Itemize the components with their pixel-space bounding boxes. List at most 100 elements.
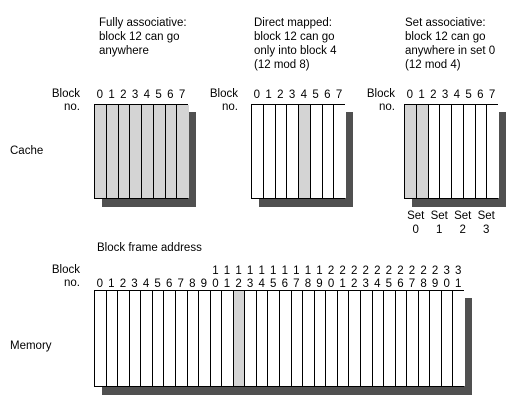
direct-cell-2	[275, 105, 288, 198]
memory-block-number-ones: 1	[455, 278, 462, 290]
cache-label: Cache	[10, 145, 44, 157]
memory-cell-2	[118, 291, 130, 386]
memory-cell-14	[256, 291, 269, 386]
memory-cell-12	[233, 291, 246, 386]
memory-block-number-ones: 7	[177, 278, 184, 290]
memory-cell-11	[222, 291, 234, 386]
memory-cell-18	[303, 291, 315, 386]
set-box	[404, 104, 499, 199]
memory-block-number-ones: 1	[339, 278, 346, 290]
direct-block-number: 0	[253, 89, 261, 101]
memory-block-number-ones: 7	[293, 278, 300, 290]
memory-block-number-ones: 3	[131, 278, 138, 290]
memory-cell-17	[291, 291, 304, 386]
memory-block-number-ones: 0	[212, 278, 219, 290]
caption-direct-mapped: Direct mapped: block 12 can go only into…	[254, 17, 337, 71]
set-block-number: 1	[418, 89, 425, 101]
set-block-number: 3	[441, 89, 449, 101]
fully-cell-0	[95, 105, 107, 198]
memory-block-number-tens: 2	[431, 265, 439, 277]
set-cell-7	[487, 105, 499, 198]
memory-cell-15	[268, 291, 280, 386]
memory-cell-4	[141, 291, 153, 386]
set-cell-5	[463, 105, 476, 198]
fully-cell-7	[177, 105, 189, 198]
memory-block-number-ones: 3	[362, 278, 369, 290]
memory-cell-24	[372, 291, 385, 386]
direct-block-number: 6	[324, 89, 331, 101]
memory-block-number-tens: 2	[408, 265, 416, 277]
memory-box	[94, 290, 465, 387]
caption-fully-associative: Fully associative: block 12 can go anywh…	[99, 17, 187, 57]
memory-cell-16	[280, 291, 292, 386]
memory-cell-1	[106, 291, 119, 386]
memory-block-number-ones: 2	[350, 278, 358, 290]
direct-cell-3	[287, 105, 299, 198]
memory-block-number-tens: 2	[397, 265, 404, 277]
memory-cell-7	[175, 291, 188, 386]
memory-block-number-ones: 1	[223, 278, 231, 290]
memory-cell-26	[395, 291, 408, 386]
direct-cell-7	[334, 105, 346, 198]
memory-block-number-ones: 4	[258, 278, 265, 290]
fully-cell-1	[106, 105, 119, 198]
memory-block-number-tens: 1	[293, 265, 300, 277]
set-cell-6	[475, 105, 488, 198]
set-block-number: 4	[453, 89, 461, 101]
memory-block-number-tens: 2	[350, 265, 358, 277]
direct-block-number: 3	[288, 89, 296, 101]
fully-block-number: 1	[108, 89, 115, 101]
memory-cell-9	[199, 291, 211, 386]
fully-block-number: 7	[178, 89, 186, 101]
memory-block-number-ones: 9	[316, 278, 323, 290]
direct-box	[251, 104, 346, 199]
direct-block-number: 4	[300, 89, 308, 101]
set-cell-4	[452, 105, 464, 198]
memory-block-number-tens: 1	[270, 265, 277, 277]
memory-block-number-ones: 7	[408, 278, 416, 290]
memory-block-number-ones: 6	[281, 278, 288, 290]
direct-block-number: 7	[335, 89, 343, 101]
memory-block-number-ones: 6	[165, 278, 173, 290]
memory-cell-10	[210, 291, 223, 386]
memory-block-number-tens: 1	[258, 265, 265, 277]
direct-block-number: 1	[265, 89, 272, 101]
memory-block-number-ones: 8	[304, 278, 312, 290]
memory-block-number-ones: 9	[200, 278, 208, 290]
block-frame-address-label: Block frame address	[97, 242, 202, 254]
set-cell-2	[428, 105, 441, 198]
memory-block-number-ones: 4	[374, 278, 381, 290]
fully-block-number: 6	[167, 89, 174, 101]
memory-block-number-tens: 3	[455, 265, 462, 277]
direct-block-number: 5	[312, 89, 319, 101]
fully-cell-3	[130, 105, 142, 198]
memory-cell-6	[164, 291, 176, 386]
memory-cell-30	[441, 291, 454, 386]
direct-cell-6	[322, 105, 335, 198]
set-cell-3	[440, 105, 452, 198]
memory-cell-27	[407, 291, 419, 386]
memory-block-number-tens: 1	[316, 265, 323, 277]
set-label-3: Set 3	[477, 210, 495, 236]
memory-block-number-tens: 2	[362, 265, 369, 277]
memory-cell-22	[349, 291, 361, 386]
memory-cell-13	[245, 291, 257, 386]
memory-cell-25	[384, 291, 396, 386]
fully-block-number: 2	[120, 89, 127, 101]
direct-block-number: 2	[277, 89, 284, 101]
caption-set-associative: Set associative: block 12 can go anywher…	[405, 17, 496, 71]
memory-block-number-ones: 5	[385, 278, 393, 290]
memory-block-number-ones: 5	[154, 278, 161, 290]
memory-block-number-ones: 5	[270, 278, 277, 290]
memory-cell-28	[418, 291, 431, 386]
memory-cell-3	[129, 291, 142, 386]
memory-block-number-ones: 2	[235, 278, 242, 290]
set-label-2: Set 2	[454, 210, 472, 236]
block-no-label-fully: Block no.	[51, 88, 80, 113]
memory-block-number-ones: 0	[443, 278, 450, 290]
set-block-number: 6	[477, 89, 484, 101]
memory-block-number-ones: 3	[246, 278, 254, 290]
fully-cell-5	[153, 105, 166, 198]
fully-block-number: 4	[143, 89, 151, 101]
memory-block-number-tens: 1	[281, 265, 288, 277]
